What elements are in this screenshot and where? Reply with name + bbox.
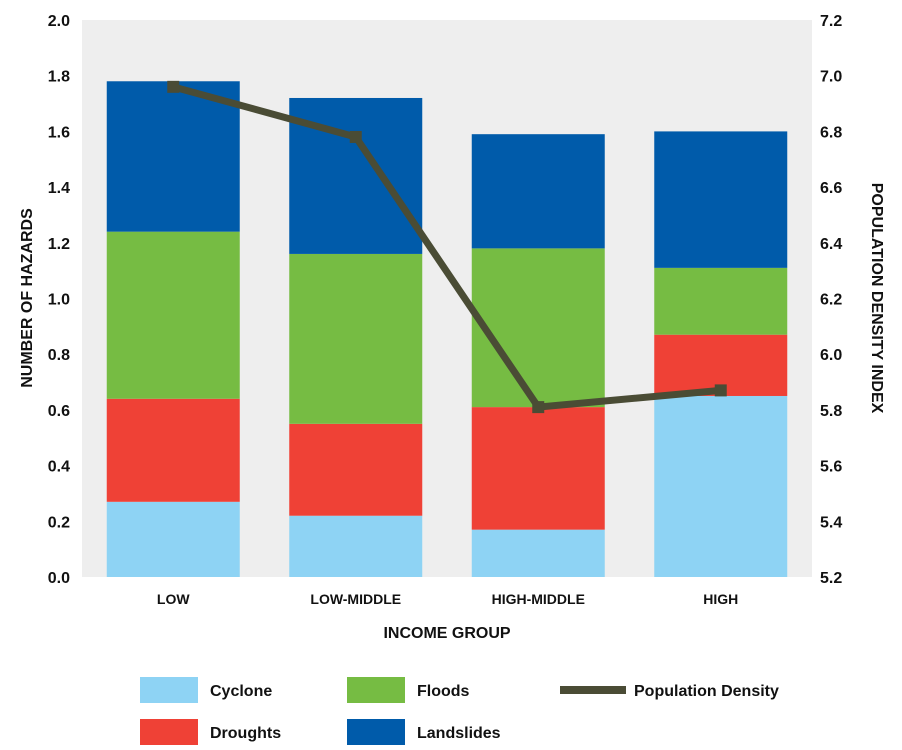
bar-floods-high-middle bbox=[471, 248, 605, 408]
x-tick-label-low-middle: LOW-MIDDLE bbox=[310, 591, 401, 607]
bar-landslides-high bbox=[654, 131, 788, 268]
population-density-marker-low bbox=[167, 80, 180, 93]
x-tick-label-high-middle: HIGH-MIDDLE bbox=[492, 591, 585, 607]
population-density-marker-high-middle bbox=[532, 401, 545, 414]
y2-tick-label: 5.2 bbox=[820, 570, 842, 587]
legend-swatch-droughts bbox=[140, 719, 198, 745]
y2-tick-label: 6.0 bbox=[820, 347, 842, 364]
y-tick-label: 0.2 bbox=[48, 514, 70, 531]
legend-label-landslides: Landslides bbox=[417, 725, 501, 742]
y-tick-label: 1.0 bbox=[48, 292, 70, 309]
legend-swatch-landslides bbox=[347, 719, 405, 745]
y2-tick-label: 7.0 bbox=[820, 69, 842, 86]
bars-layer bbox=[106, 81, 788, 577]
y2-tick-label: 5.4 bbox=[820, 514, 842, 531]
bar-floods-low-middle bbox=[289, 253, 423, 424]
legend-label-population-density: Population Density bbox=[634, 683, 779, 700]
bar-cyclone-low-middle bbox=[289, 515, 423, 577]
y-tick-label: 0.6 bbox=[48, 403, 70, 420]
y-tick-label: 0.8 bbox=[48, 347, 70, 364]
x-tick-label-high: HIGH bbox=[703, 591, 738, 607]
bar-cyclone-low bbox=[106, 501, 240, 577]
bar-landslides-low bbox=[106, 81, 240, 232]
bar-cyclone-high bbox=[654, 395, 788, 577]
y2-tick-label: 5.8 bbox=[820, 403, 842, 420]
legend-label-cyclone: Cyclone bbox=[210, 683, 272, 700]
bar-droughts-low bbox=[106, 398, 240, 502]
y2-tick-label: 6.6 bbox=[820, 180, 842, 197]
bar-floods-low bbox=[106, 231, 240, 399]
bar-landslides-high-middle bbox=[471, 134, 605, 249]
y2-tick-label: 6.2 bbox=[820, 292, 842, 309]
y-tick-label: 2.0 bbox=[48, 13, 70, 30]
left-axis-ticks: 0.0 0.2 0.4 0.6 0.8 1.0 1.2 1.4 1.6 1.8 2.0 bbox=[48, 13, 70, 587]
population-line-layer bbox=[167, 80, 727, 414]
y2-axis-title: POPULATION DENSITY INDEX bbox=[868, 183, 885, 414]
y2-tick-label: 5.6 bbox=[820, 459, 842, 476]
y-tick-label: 0.0 bbox=[48, 570, 70, 587]
x-tick-label-low: LOW bbox=[157, 591, 190, 607]
y-axis-title: NUMBER OF HAZARDS bbox=[19, 208, 36, 388]
y-tick-label: 1.2 bbox=[48, 236, 70, 253]
population-density-line bbox=[172, 83, 722, 411]
y-tick-label: 1.6 bbox=[48, 124, 70, 141]
population-density-marker-high bbox=[714, 384, 727, 397]
legend-label-droughts: Droughts bbox=[210, 725, 281, 742]
bar-droughts-high-middle bbox=[471, 407, 605, 530]
y-tick-label: 1.8 bbox=[48, 69, 70, 86]
y2-tick-label: 7.2 bbox=[820, 13, 842, 30]
legend: Cyclone Floods Population Density Drough… bbox=[140, 677, 779, 745]
bar-cyclone-high-middle bbox=[471, 529, 605, 577]
y-tick-label: 1.4 bbox=[48, 180, 70, 197]
legend-swatch-floods bbox=[347, 677, 405, 703]
population-density-marker-low-middle bbox=[349, 130, 362, 143]
legend-label-floods: Floods bbox=[417, 683, 470, 700]
legend-swatch-cyclone bbox=[140, 677, 198, 703]
bar-droughts-low-middle bbox=[289, 423, 423, 516]
category-labels: LOW LOW-MIDDLE HIGH-MIDDLE HIGH bbox=[157, 591, 738, 607]
y2-tick-label: 6.4 bbox=[820, 236, 842, 253]
bar-floods-high bbox=[654, 267, 788, 335]
x-axis-title: INCOME GROUP bbox=[383, 625, 510, 642]
right-axis-ticks: 5.2 5.4 5.6 5.8 6.0 6.2 6.4 6.6 6.8 7.0 7.2 bbox=[820, 13, 842, 587]
y-tick-label: 0.4 bbox=[48, 459, 70, 476]
y2-tick-label: 6.8 bbox=[820, 124, 842, 141]
